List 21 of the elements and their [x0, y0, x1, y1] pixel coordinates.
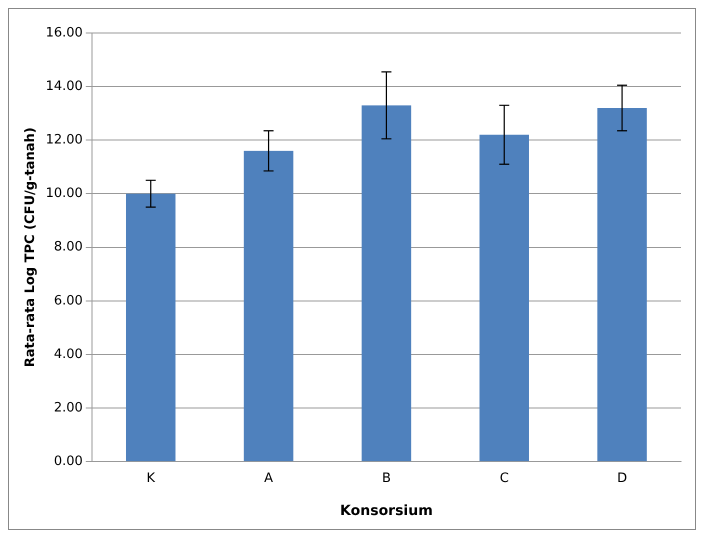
x-tick-label: C	[500, 470, 509, 486]
y-tick-label: 8.00	[54, 240, 83, 255]
bar	[244, 150, 294, 462]
x-tick-label: A	[264, 470, 274, 486]
x-axis-title: Konsorsium	[340, 503, 433, 520]
bar	[597, 108, 647, 462]
y-axis-title: Rata-rata Log TPC (CFU/g-tanah)	[23, 127, 38, 368]
y-tick-label: 12.00	[46, 132, 83, 148]
y-tick-label: 2.00	[54, 400, 83, 416]
y-tick-label: 14.00	[46, 78, 83, 94]
bar	[126, 194, 176, 462]
y-tick-label: 16.00	[46, 25, 83, 40]
x-tick-label: K	[146, 470, 156, 486]
y-tick-label: 10.00	[46, 186, 83, 202]
x-tick-label: B	[382, 470, 391, 486]
bar	[362, 105, 412, 462]
y-tick-label: 0.00	[54, 454, 83, 469]
y-tick-label: 4.00	[54, 346, 83, 362]
x-tick-label: D	[617, 470, 628, 486]
bar	[480, 134, 529, 462]
y-tick-label: 6.00	[54, 293, 83, 308]
